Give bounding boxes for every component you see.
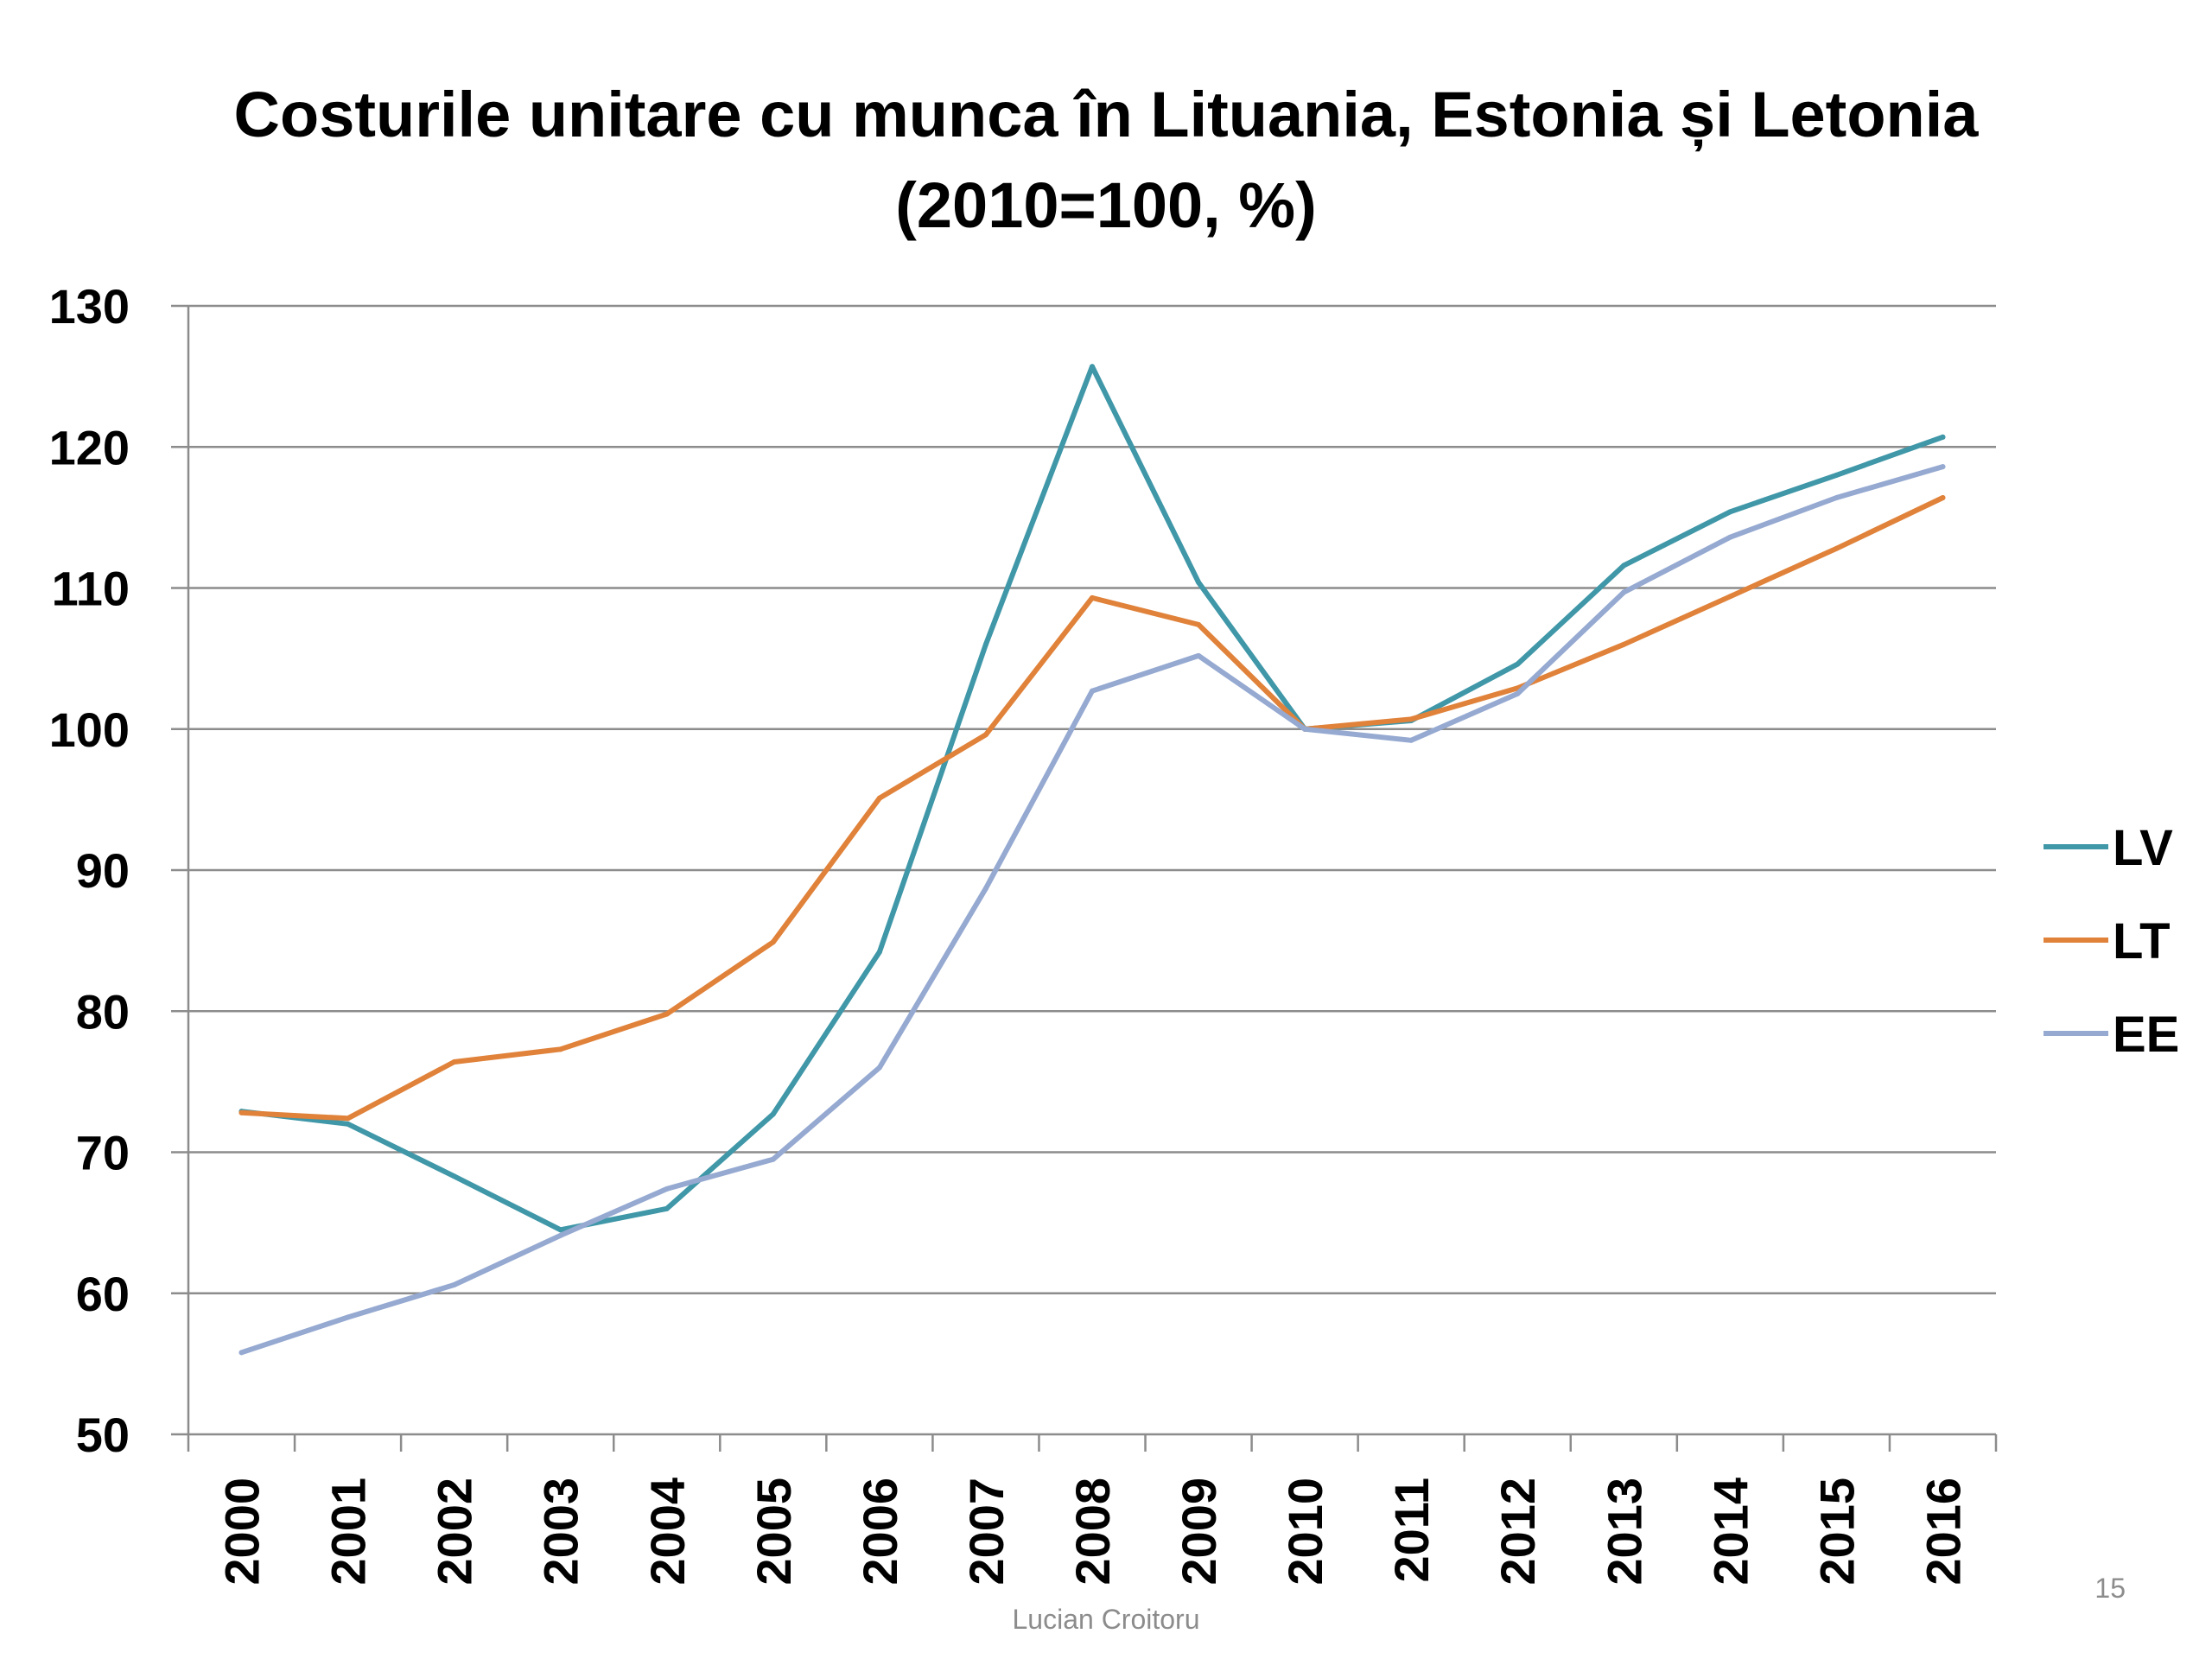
- data-point-lv-2015: [1834, 472, 1840, 478]
- data-point-ee-2014: [1727, 534, 1733, 540]
- data-point-ee-2002: [451, 1281, 457, 1287]
- data-point-lv-2002: [451, 1173, 457, 1179]
- x-tick-label-2004: 2004: [640, 1478, 695, 1586]
- chart-title: Costurile unitare cu munca în Lituania, …: [0, 69, 2212, 251]
- x-tick-label-2016: 2016: [1916, 1478, 1970, 1586]
- y-tick-label-70: 70: [76, 1126, 130, 1180]
- data-point-lv-2004: [664, 1205, 670, 1211]
- data-point-lt-2006: [876, 795, 882, 801]
- y-tick-label-90: 90: [76, 843, 130, 898]
- data-point-lv-2009: [1196, 579, 1202, 585]
- series-line-lv: [238, 364, 1946, 1233]
- data-point-lv-2013: [1621, 563, 1627, 569]
- data-point-lt-2002: [451, 1059, 457, 1065]
- y-tick-label-130: 130: [49, 279, 130, 334]
- series-line-lt: [238, 495, 1946, 1122]
- data-point-lt-2007: [982, 732, 988, 738]
- data-point-lv-2008: [1090, 364, 1095, 370]
- data-point-lt-2009: [1196, 621, 1202, 627]
- data-point-ee-2015: [1834, 495, 1840, 501]
- x-tick-label-2015: 2015: [1809, 1478, 1864, 1586]
- data-point-lt-2016: [1940, 495, 1946, 501]
- data-point-lt-2013: [1621, 641, 1627, 647]
- x-tick-label-2014: 2014: [1703, 1478, 1758, 1586]
- x-tick-label-2011: 2011: [1384, 1478, 1439, 1583]
- data-point-lt-2008: [1090, 594, 1095, 601]
- data-point-lt-2003: [557, 1046, 563, 1052]
- x-tick-label-2000: 2000: [215, 1478, 270, 1586]
- chart-title-line-1: Costurile unitare cu munca în Lituania, …: [233, 79, 1979, 150]
- x-tick-label-2005: 2005: [747, 1478, 801, 1586]
- data-point-lt-2011: [1408, 716, 1414, 722]
- data-point-ee-2012: [1515, 690, 1521, 696]
- data-point-ee-2003: [557, 1232, 563, 1238]
- data-point-ee-2011: [1408, 737, 1414, 743]
- data-point-ee-2001: [345, 1314, 351, 1320]
- legend-label-lv: LV: [2113, 820, 2173, 876]
- data-point-ee-2009: [1196, 652, 1202, 658]
- x-tick-label-2002: 2002: [428, 1478, 482, 1586]
- x-tick-label-2001: 2001: [321, 1478, 376, 1586]
- data-point-lt-2000: [238, 1109, 245, 1116]
- data-point-lt-2014: [1727, 594, 1733, 600]
- y-tick-label-80: 80: [76, 984, 130, 1039]
- x-tick-label-2003: 2003: [534, 1478, 588, 1586]
- x-tick-label-2008: 2008: [1065, 1478, 1120, 1586]
- x-tick-label-2012: 2012: [1491, 1478, 1545, 1586]
- data-point-lv-2012: [1515, 661, 1521, 667]
- data-point-ee-2008: [1090, 688, 1095, 694]
- data-point-lv-2003: [557, 1227, 563, 1233]
- x-tick-label-2013: 2013: [1597, 1478, 1651, 1586]
- data-point-ee-2007: [982, 886, 988, 892]
- data-point-lt-2005: [770, 939, 776, 945]
- y-tick-label-120: 120: [49, 420, 130, 474]
- footer-author: Lucian Croitoru: [1012, 1604, 1200, 1635]
- data-point-ee-2013: [1621, 589, 1627, 595]
- data-point-ee-2000: [238, 1350, 245, 1356]
- data-point-lv-2005: [770, 1111, 776, 1117]
- data-point-ee-2005: [770, 1156, 776, 1162]
- data-point-lv-2007: [982, 641, 988, 647]
- data-point-ee-2010: [1302, 726, 1308, 732]
- data-point-lv-2016: [1940, 434, 1946, 440]
- x-tick-label-2010: 2010: [1278, 1478, 1332, 1586]
- legend-label-lt: LT: [2113, 913, 2171, 969]
- x-tick-label-2009: 2009: [1172, 1478, 1226, 1586]
- data-point-ee-2006: [876, 1065, 882, 1071]
- data-point-lt-2001: [345, 1116, 351, 1122]
- data-point-ee-2004: [664, 1185, 670, 1192]
- page-number: 15: [2094, 1573, 2126, 1604]
- data-point-lv-2001: [345, 1121, 351, 1127]
- data-point-ee-2016: [1940, 464, 1946, 470]
- y-tick-label-50: 50: [76, 1408, 130, 1462]
- data-point-lv-2014: [1727, 509, 1733, 515]
- y-tick-label-110: 110: [52, 562, 130, 616]
- y-tick-label-60: 60: [76, 1267, 130, 1321]
- legend-label-ee: EE: [2113, 1007, 2179, 1063]
- data-point-lt-2015: [1834, 545, 1840, 551]
- y-tick-label-100: 100: [49, 702, 130, 757]
- data-point-lt-2004: [664, 1011, 670, 1017]
- data-point-lv-2006: [876, 949, 882, 955]
- x-tick-label-2006: 2006: [853, 1478, 907, 1586]
- chart-title-line-2: (2010=100, %): [895, 169, 1317, 241]
- x-tick-label-2007: 2007: [959, 1478, 1014, 1586]
